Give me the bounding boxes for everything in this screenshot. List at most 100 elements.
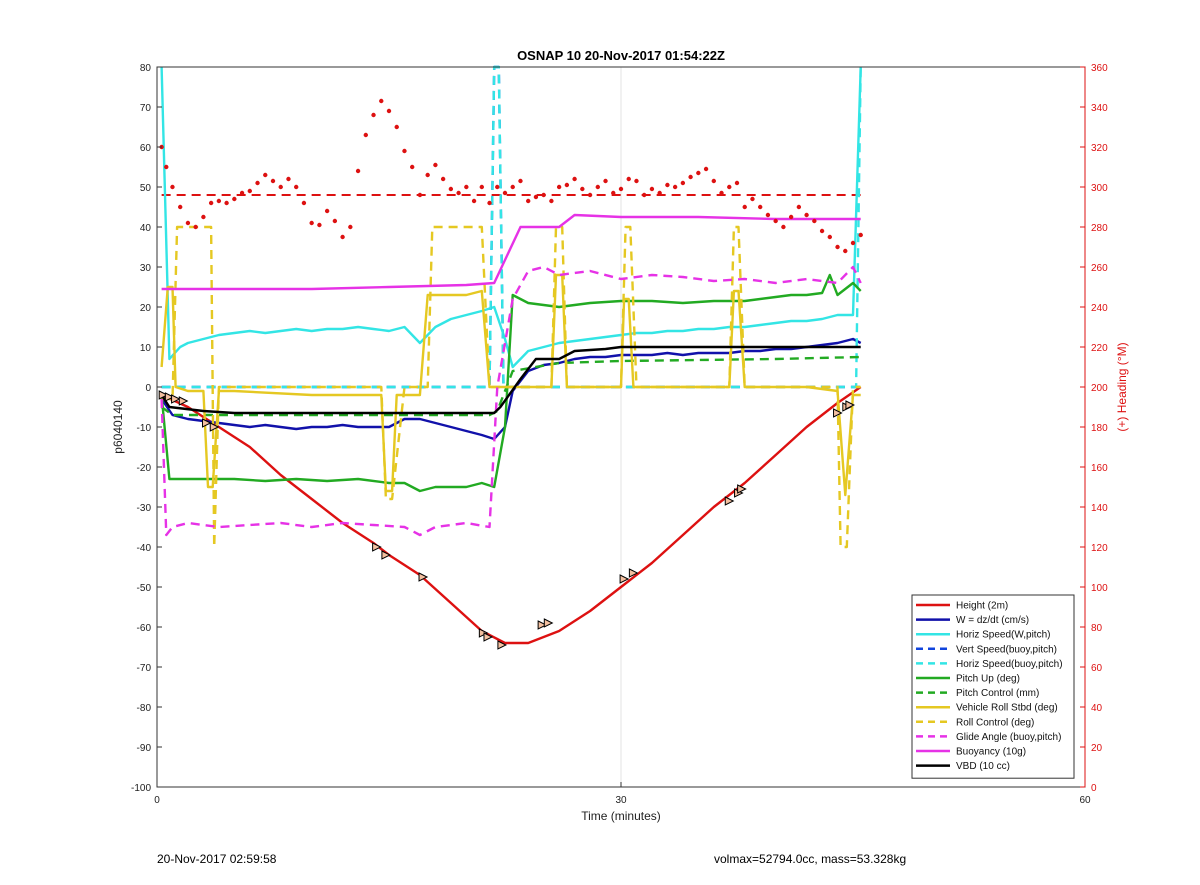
legend-box: [911, 594, 1075, 779]
height-marker: [164, 392, 175, 402]
heading-dot: [309, 220, 314, 226]
y-tick-label: -90: [137, 743, 152, 754]
heading-dot: [727, 184, 732, 190]
heading-dot: [255, 180, 260, 186]
heading-dot: [564, 182, 570, 188]
height-marker: [201, 418, 212, 428]
y2-tick-label: 220: [1091, 343, 1108, 354]
series-line: [160, 345, 861, 415]
heading-dot: [711, 178, 716, 184]
heading-dot: [324, 208, 330, 214]
height-marker: [418, 572, 429, 582]
heading-dot: [270, 178, 276, 184]
height-marker: [381, 550, 392, 560]
legend-label: Buoyancy (10g): [956, 747, 1026, 758]
y-tick-label: 30: [140, 263, 152, 274]
legend-label: Pitch Up (deg): [956, 674, 1020, 685]
y-tick-label: -40: [137, 543, 152, 554]
heading-dot: [533, 194, 539, 200]
heading-dot: [827, 234, 832, 240]
heading-dot: [433, 162, 438, 168]
y-axis-label: p6040140: [111, 400, 125, 454]
heading-dot: [363, 132, 368, 138]
series-line: [161, 213, 861, 291]
heading-dot: [549, 198, 554, 204]
y2-tick-label: 80: [1091, 623, 1103, 634]
heading-dot: [247, 188, 252, 194]
footer-timestamp: 20-Nov-2017 02:59:58: [157, 852, 277, 866]
series-line: [160, 355, 861, 417]
x-tick-label: 0: [154, 795, 160, 806]
heading-dot: [164, 164, 169, 170]
y2-tick-label: 300: [1091, 183, 1108, 194]
x-tick-label: 60: [1079, 795, 1091, 806]
height-marker: [483, 632, 494, 642]
heading-dot: [417, 192, 423, 198]
height-marker: [543, 618, 554, 628]
heading-dot: [765, 212, 771, 218]
y2-tick-label: 260: [1091, 263, 1108, 274]
y-tick-label: 10: [140, 343, 152, 354]
heading-dots-layer: [159, 98, 863, 254]
heading-dot: [518, 178, 523, 184]
legend-label: VBD (10 cc): [956, 761, 1010, 772]
y2-tick-label: 240: [1091, 303, 1108, 314]
heading-dot: [379, 98, 384, 104]
heading-dot: [850, 240, 856, 246]
height-marker: [209, 422, 220, 432]
y-tick-label: 0: [145, 383, 151, 394]
series-line: [161, 386, 862, 645]
height-marker: [158, 390, 169, 400]
legend-label: Height (2m): [956, 601, 1008, 612]
y-tick-label: 20: [140, 303, 152, 314]
height-marker: [171, 394, 181, 404]
heading-dot: [332, 218, 338, 224]
heading-dot: [178, 204, 183, 210]
heading-dot: [819, 228, 825, 234]
y2-tick-label: 320: [1091, 143, 1108, 154]
heading-dot: [734, 180, 740, 186]
axes-layer: -100-90-80-70-60-50-40-30-20-10010203040…: [131, 63, 1108, 806]
heading-dot: [185, 220, 191, 226]
heading-dot: [796, 204, 802, 210]
heading-dot: [263, 172, 268, 178]
height-marker: [724, 496, 735, 506]
heading-dot: [487, 200, 492, 206]
height-marker: [845, 400, 856, 410]
heading-dot: [603, 178, 608, 184]
heading-dot: [294, 184, 299, 190]
legend: Height (2m) W = dz/dt (cm/s) Horiz Speed(W…: [911, 594, 1075, 779]
series-layer: [160, 65, 862, 645]
legend-label: Pitch Control (mm): [956, 688, 1039, 699]
y2-tick-label: 360: [1091, 63, 1108, 74]
heading-dot: [618, 186, 624, 192]
heading-dot: [301, 200, 307, 206]
heading-dot: [232, 196, 237, 202]
y2-tick-label: 180: [1091, 423, 1108, 434]
y-tick-label: -10: [137, 423, 152, 434]
legend-label: W = dz/dt (cm/s): [956, 615, 1029, 626]
x-tick-label: 30: [615, 795, 627, 806]
heading-dot: [495, 184, 500, 190]
x-axis-label: Time (minutes): [581, 809, 661, 823]
heading-dot: [224, 200, 229, 206]
heading-dot: [680, 180, 686, 186]
heading-dot: [278, 184, 283, 190]
heading-dot: [843, 248, 848, 254]
series-line: [160, 273, 861, 497]
heading-dot: [170, 184, 175, 190]
heading-dot: [193, 224, 198, 230]
heading-dot: [804, 212, 809, 218]
y-tick-label: -30: [137, 503, 152, 514]
y2-tick-label: 120: [1091, 543, 1108, 554]
y2-tick-label: 20: [1091, 743, 1103, 754]
y-tick-label: -50: [137, 583, 152, 594]
heading-dot: [394, 124, 399, 130]
y2-tick-label: 160: [1091, 463, 1108, 474]
heading-dot: [742, 204, 747, 210]
heading-dot: [858, 232, 863, 238]
heading-dot: [556, 184, 562, 190]
heading-dot: [750, 196, 755, 202]
y2-tick-label: 0: [1091, 783, 1097, 794]
